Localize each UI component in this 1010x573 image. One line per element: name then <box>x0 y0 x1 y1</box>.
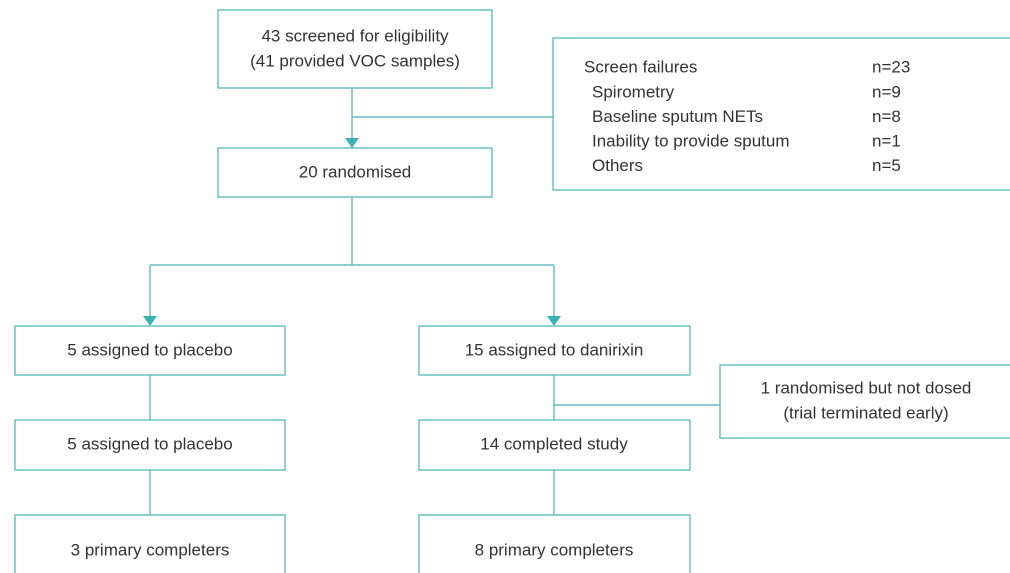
screen-failure-items: Spirometry n=9 Baseline sputum NETs n=8 Inab… <box>592 82 901 175</box>
node-box <box>14 419 286 471</box>
screen-failures-box <box>552 37 1010 191</box>
node-box <box>418 419 691 471</box>
node-text: 15 assigned to danirixin <box>465 340 644 359</box>
screen-failure-count: n=8 <box>872 107 901 126</box>
node-box <box>217 9 493 89</box>
screen-failure-count: n=5 <box>872 156 901 175</box>
screen-failures-count: n=23 <box>872 57 910 76</box>
node-text: 5 assigned to placebo <box>67 340 232 359</box>
screen-failures-title: Screen failures <box>584 57 697 76</box>
node-text: 3 primary completers <box>71 540 230 559</box>
node-text: 1 randomised but not dosed <box>761 378 972 397</box>
node-box <box>217 147 493 198</box>
screen-failure-label: Spirometry <box>592 82 675 101</box>
connectors <box>143 88 720 515</box>
screen-failure-count: n=1 <box>872 131 901 150</box>
node-box <box>14 325 286 376</box>
node-box <box>418 514 691 573</box>
screen-failure-label: Baseline sputum NETs <box>592 107 763 126</box>
node-box <box>418 325 691 376</box>
node-text: 5 assigned to placebo <box>67 434 232 453</box>
node-box <box>719 364 1010 439</box>
node-text: 8 primary completers <box>475 540 634 559</box>
node-text: (41 provided VOC samples) <box>250 51 460 70</box>
arrow-head <box>547 316 561 326</box>
node-text: 43 screened for eligibility <box>261 26 449 45</box>
arrow-head <box>345 138 359 148</box>
node-text: (trial terminated early) <box>783 403 948 422</box>
node-text: 14 completed study <box>480 434 628 453</box>
node-box <box>14 514 286 573</box>
screen-failure-label: Others <box>592 156 643 175</box>
screen-failure-count: n=9 <box>872 82 901 101</box>
arrow-head <box>143 316 157 326</box>
screen-failure-label: Inability to provide sputum <box>592 131 790 150</box>
node-text: 20 randomised <box>299 162 411 181</box>
